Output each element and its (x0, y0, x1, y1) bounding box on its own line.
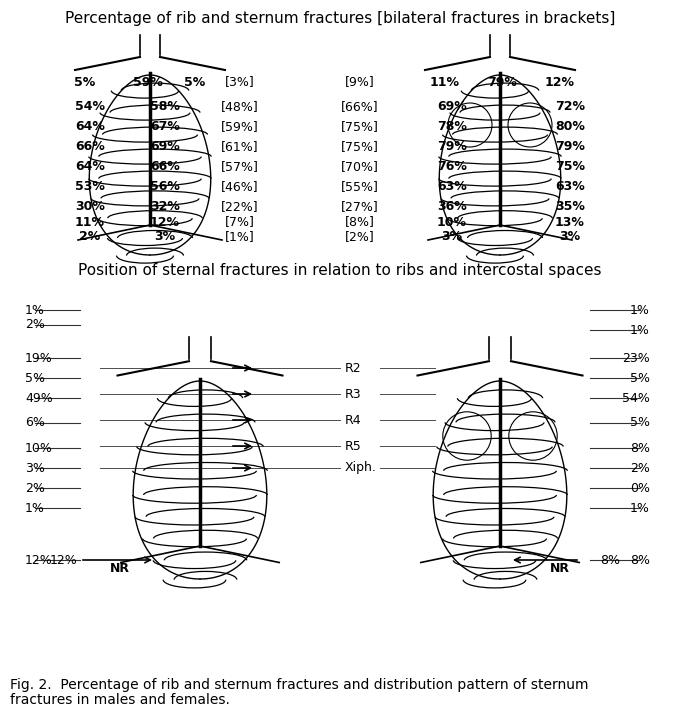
Text: 12%: 12% (545, 75, 575, 88)
Text: 56%: 56% (150, 180, 180, 193)
Text: 63%: 63% (437, 180, 467, 193)
Text: 5%: 5% (630, 372, 650, 385)
Text: 1%: 1% (630, 324, 650, 336)
Text: 3%: 3% (559, 231, 581, 244)
Text: 8%: 8% (630, 441, 650, 454)
Text: [66%]: [66%] (341, 101, 379, 114)
Text: 76%: 76% (437, 160, 467, 173)
Text: [46%]: [46%] (221, 180, 259, 193)
Text: [70%]: [70%] (341, 160, 379, 173)
Text: [22%]: [22%] (221, 201, 259, 214)
Text: 54%: 54% (622, 392, 650, 405)
Text: 6%: 6% (25, 416, 45, 429)
Text: 75%: 75% (555, 160, 585, 173)
Text: 59%: 59% (133, 75, 163, 88)
Text: [9%]: [9%] (345, 75, 375, 88)
Text: [7%]: [7%] (225, 216, 255, 229)
Text: [75%]: [75%] (341, 121, 379, 134)
Text: [55%]: [55%] (341, 180, 379, 193)
Text: NR: NR (110, 562, 130, 574)
Text: 1%: 1% (630, 501, 650, 515)
Text: [3%]: [3%] (225, 75, 255, 88)
Text: 11%: 11% (430, 75, 460, 88)
Text: 5%: 5% (74, 75, 95, 88)
Text: 8%: 8% (630, 554, 650, 567)
Text: [2%]: [2%] (345, 231, 375, 244)
Text: [27%]: [27%] (341, 201, 379, 214)
Text: 79%: 79% (487, 75, 517, 88)
Text: 1%: 1% (25, 501, 45, 515)
Text: 5%: 5% (25, 372, 45, 385)
Text: 79%: 79% (437, 140, 467, 153)
Text: [48%]: [48%] (221, 101, 259, 114)
Text: NR: NR (550, 562, 570, 574)
Text: 80%: 80% (555, 121, 585, 134)
Text: 5%: 5% (185, 75, 206, 88)
Text: 10%: 10% (25, 441, 53, 454)
Text: 66%: 66% (150, 160, 180, 173)
Text: 35%: 35% (555, 201, 585, 214)
Text: 53%: 53% (75, 180, 105, 193)
Text: R2: R2 (345, 362, 362, 375)
Text: 2%: 2% (630, 462, 650, 475)
Text: 19%: 19% (25, 352, 52, 365)
Text: [8%]: [8%] (345, 216, 375, 229)
Text: 79%: 79% (555, 140, 585, 153)
Text: 69%: 69% (150, 140, 180, 153)
Text: 64%: 64% (75, 160, 105, 173)
Text: 3%: 3% (155, 231, 176, 244)
Text: [57%]: [57%] (221, 160, 259, 173)
Text: R3: R3 (345, 388, 362, 400)
Text: 63%: 63% (555, 180, 585, 193)
Text: 10%: 10% (437, 216, 467, 229)
Text: 67%: 67% (150, 121, 180, 134)
Text: [75%]: [75%] (341, 140, 379, 153)
Text: 0%: 0% (630, 482, 650, 495)
Text: Fig. 2.  Percentage of rib and sternum fractures and distribution pattern of ste: Fig. 2. Percentage of rib and sternum fr… (10, 678, 588, 692)
Text: 72%: 72% (555, 101, 585, 114)
Text: 2%: 2% (25, 319, 45, 331)
Text: 11%: 11% (75, 216, 105, 229)
Text: 58%: 58% (150, 101, 180, 114)
Text: 2%: 2% (80, 231, 101, 244)
Text: Position of sternal fractures in relation to ribs and intercostal spaces: Position of sternal fractures in relatio… (78, 262, 602, 278)
Text: 69%: 69% (437, 101, 467, 114)
Text: 8%: 8% (600, 554, 620, 567)
Text: 3%: 3% (25, 462, 45, 475)
Text: 30%: 30% (75, 201, 105, 214)
Text: 36%: 36% (437, 201, 467, 214)
Text: 64%: 64% (75, 121, 105, 134)
Text: 78%: 78% (437, 121, 467, 134)
Text: Percentage of rib and sternum fractures [bilateral fractures in brackets]: Percentage of rib and sternum fractures … (65, 11, 615, 25)
Text: 12%: 12% (150, 216, 180, 229)
Text: R4: R4 (345, 413, 362, 426)
Text: [59%]: [59%] (221, 121, 259, 134)
Text: fractures in males and females.: fractures in males and females. (10, 693, 230, 707)
Text: 54%: 54% (75, 101, 105, 114)
Text: 66%: 66% (75, 140, 105, 153)
Text: 12%: 12% (50, 554, 78, 567)
Text: 2%: 2% (25, 482, 45, 495)
Text: 23%: 23% (622, 352, 650, 365)
Text: [61%]: [61%] (221, 140, 259, 153)
Text: 13%: 13% (555, 216, 585, 229)
Text: 49%: 49% (25, 392, 52, 405)
Text: 3%: 3% (441, 231, 462, 244)
Text: 12%: 12% (25, 554, 52, 567)
Text: R5: R5 (345, 439, 362, 452)
Text: [1%]: [1%] (225, 231, 255, 244)
Text: 32%: 32% (150, 201, 180, 214)
Text: 5%: 5% (630, 416, 650, 429)
Text: 1%: 1% (630, 303, 650, 316)
Text: Xiph.: Xiph. (345, 462, 377, 475)
Text: 1%: 1% (25, 303, 45, 316)
